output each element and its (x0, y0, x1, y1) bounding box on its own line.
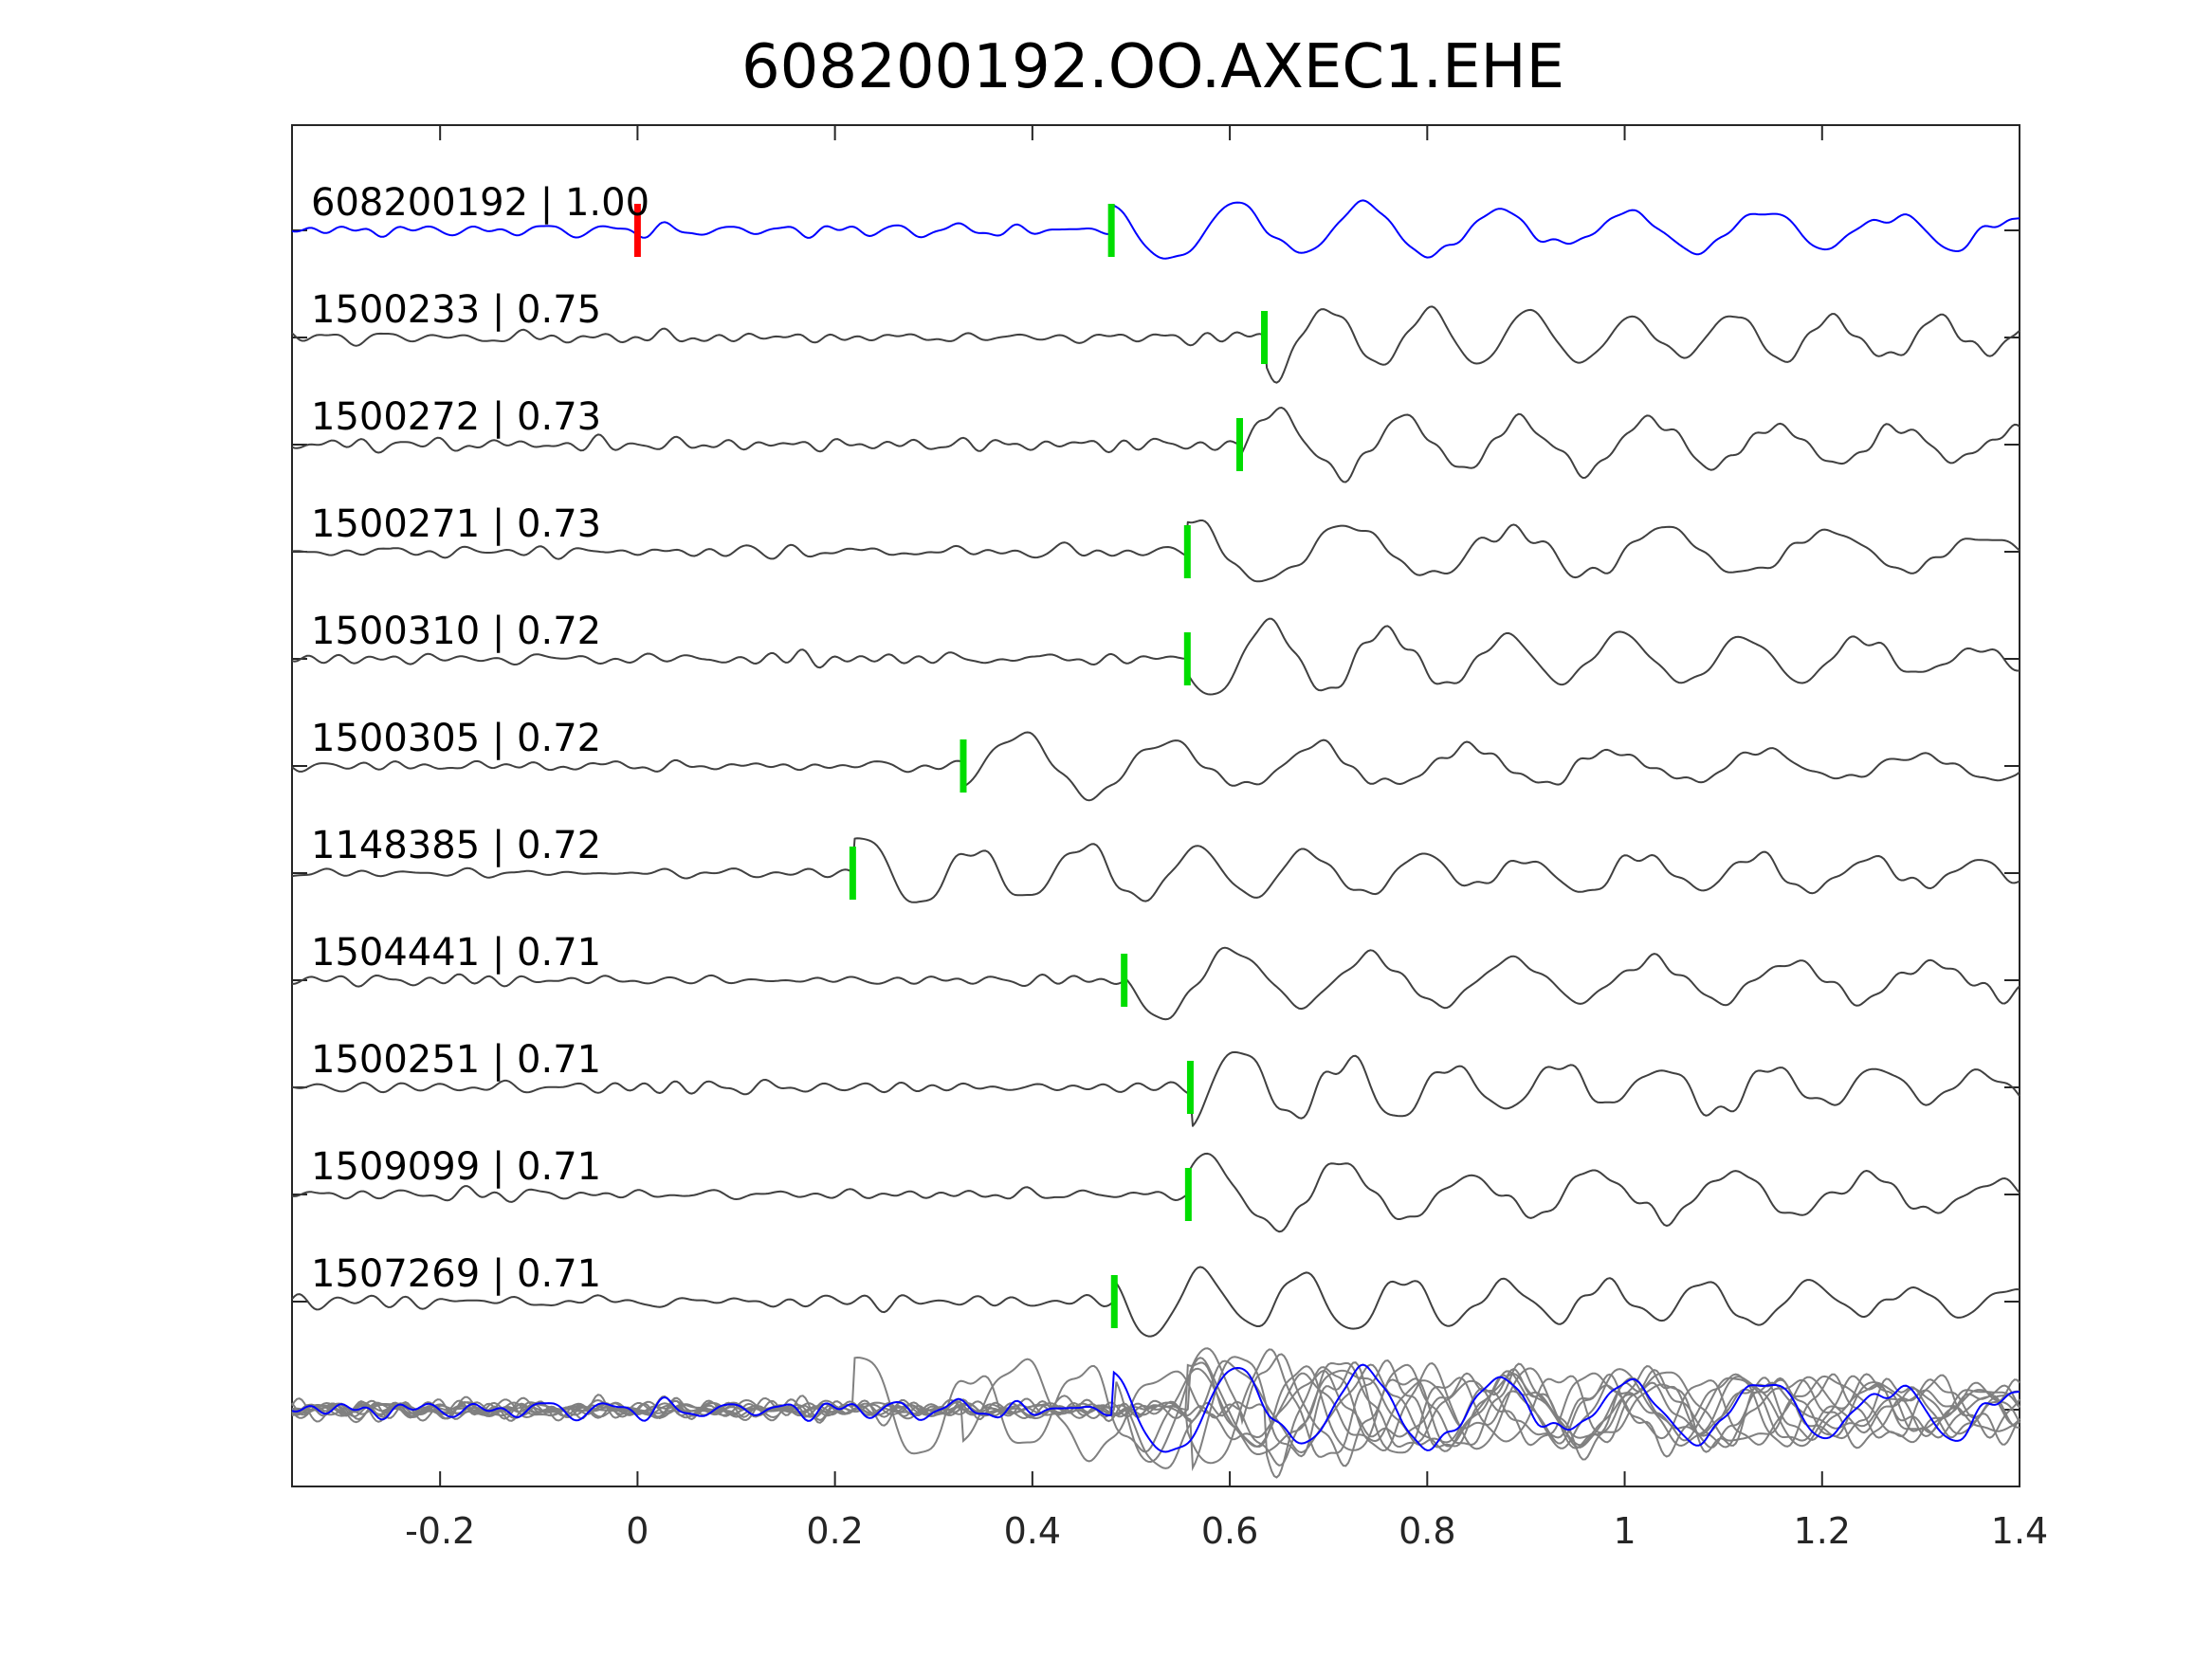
xtick-label: 0.8 (1398, 1510, 1455, 1552)
trace-line (291, 946, 2020, 1021)
stacked-waveforms (291, 1347, 2020, 1479)
stacked-trace (291, 1347, 2020, 1467)
trace-label: 608200192 | 1.00 (311, 181, 649, 225)
stacked-template-trace (291, 1363, 2020, 1453)
stacked-trace (291, 1348, 2020, 1465)
trace-line (291, 1152, 2020, 1233)
xtick-label: 1 (1613, 1510, 1636, 1552)
trace-label: 1500271 | 0.73 (311, 502, 601, 546)
stacked-trace (291, 1356, 2020, 1471)
xtick-label: 0 (626, 1510, 649, 1552)
trace-line (291, 407, 2020, 483)
trace-line (291, 837, 2020, 903)
trace-label: 1500251 | 0.71 (311, 1038, 601, 1082)
xtick-label: 0.6 (1201, 1510, 1258, 1552)
trace-line (291, 305, 2020, 384)
stacked-trace (291, 1358, 2020, 1463)
trace-label: 1500272 | 0.73 (311, 395, 601, 439)
trace-label: 1500305 | 0.72 (311, 717, 601, 760)
trace-line (291, 1266, 2020, 1338)
chart-title: 608200192.OO.AXEC1.EHE (741, 32, 1564, 102)
template-trace (291, 199, 2020, 260)
trace-label: 1500233 | 0.75 (311, 288, 601, 332)
trace-labels: 608200192 | 1.00 1500233 | 0.75 1500272 | … (311, 181, 649, 1296)
trace-label: 1500310 | 0.72 (311, 610, 601, 653)
trace-layer (291, 199, 2020, 1338)
xtick-label: 0.4 (1004, 1510, 1061, 1552)
xtick-label: -0.2 (405, 1510, 475, 1552)
xtick-label: 1.4 (1991, 1510, 2048, 1552)
stacked-trace (291, 1357, 2020, 1464)
trace-label: 1507269 | 0.71 (311, 1252, 601, 1296)
trace-line (291, 731, 2020, 802)
pick-markers (633, 204, 1269, 1328)
stacked-trace (291, 1353, 2020, 1468)
x-axis: -0.2 0 0.2 0.4 0.6 0.8 1 1.2 1.4 (405, 125, 2048, 1552)
trace-label: 1509099 | 0.71 (311, 1145, 601, 1189)
stacked-trace (291, 1359, 2020, 1469)
xtick-label: 0.2 (806, 1510, 863, 1552)
trace-label: 1148385 | 0.72 (311, 824, 601, 867)
trace-line (291, 617, 2020, 696)
trace-label: 1504441 | 0.71 (311, 931, 601, 975)
trace-line (291, 1050, 2020, 1127)
plot-frame (291, 124, 2020, 1487)
trace-line (291, 520, 2020, 583)
xtick-label: 1.2 (1794, 1510, 1851, 1552)
